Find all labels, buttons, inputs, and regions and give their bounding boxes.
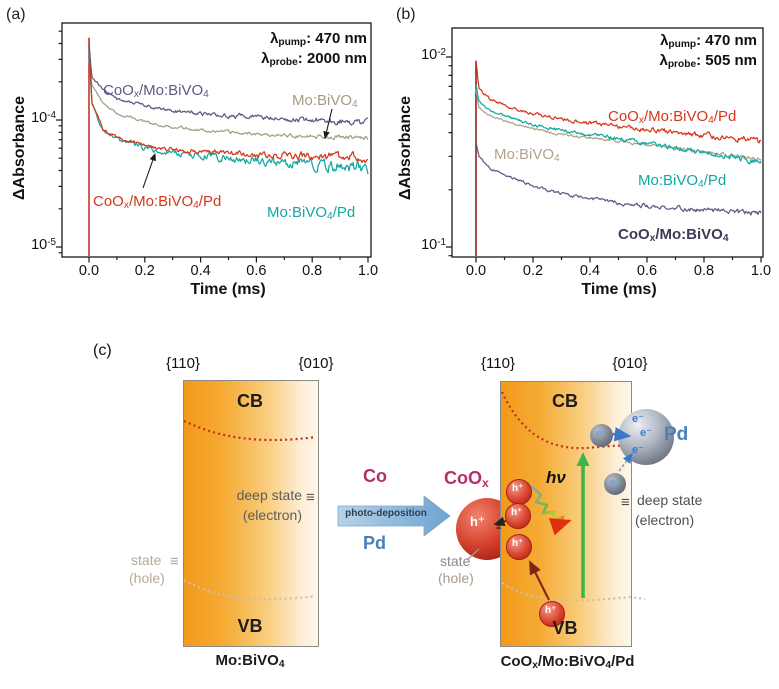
y-axis-label: ΔAbsorbance (397, 96, 414, 200)
series-curve-CoOx/Mo:BiVO4 (475, 141, 762, 216)
facet-010-left: {010} (298, 355, 334, 372)
hole-symbol: h⁺ (511, 507, 523, 518)
panel-a: (a) 10-4 10-5 0.0 0.2 0.4 0.6 0.8 1.0 Mo:BiVO4 Mo… (0, 0, 389, 310)
caption-coox-mo-bivo4-pd: CoOx/Mo:BiVO4/Pd (500, 653, 635, 672)
x-tick-label: 0.2 (522, 263, 544, 279)
vb-label-left: VB (237, 616, 263, 636)
electron-symbol: e⁻ (632, 413, 644, 425)
photo-deposition-label: photo-deposition (345, 508, 427, 519)
series-curve-Mo:BiVO4 (88, 58, 369, 141)
annotation-line: λpump: 470 nm (660, 32, 757, 51)
trapped-hole-circle (505, 503, 531, 529)
y-axis-label: ΔAbsorbance (11, 96, 28, 200)
series-curve-Mo:BiVO4/Pd (88, 49, 369, 175)
y-tick-label: 10-4 (31, 110, 56, 127)
hole-symbol: h⁺ (470, 514, 485, 529)
plot-frame (61, 22, 372, 258)
legend-CoOx/Mo:BiVO4/Pd: CoOx/Mo:BiVO4/Pd (608, 108, 737, 127)
deep-state-carrier-left: (electron) (242, 507, 302, 523)
pd-precursor-label: Pd (363, 533, 387, 553)
deep-trapped-electron-circle (604, 473, 626, 495)
series-curve-CoOx/Mo:BiVO4 (88, 44, 369, 126)
hole-symbol: h⁺ (545, 605, 557, 616)
electron-symbol: e⁻ (632, 444, 644, 456)
facet-110-left: {110} (166, 355, 200, 372)
legend-pointer-arrow (323, 108, 333, 140)
cb-label-right: CB (552, 391, 578, 411)
trap-marks-icon: ≡ (306, 489, 315, 506)
x-tick-label: 0.6 (636, 263, 658, 279)
series-curve-CoOx/Mo:BiVO4/Pd (475, 60, 762, 144)
x-tick-label: 0.6 (246, 263, 267, 279)
co-label: Co (363, 466, 387, 486)
x-tick-label: 0.8 (693, 263, 715, 279)
y-tick-label: 10-5 (31, 237, 56, 254)
axis-ticks (56, 30, 369, 263)
deep-state-label-right: deep state (637, 492, 703, 508)
state-carrier-right: (hole) (438, 570, 474, 586)
deep-state-carrier-right: (electron) (635, 512, 695, 528)
series-curve-CoOx/Mo:BiVO4/Pd (88, 37, 369, 164)
series-curve-Mo:BiVO4/Pd (475, 84, 762, 165)
plot-frame (451, 27, 764, 258)
trap-marks-icon: ≡ (621, 494, 630, 511)
panel-c-label: (c) (93, 342, 112, 359)
state-label-right: state (440, 553, 471, 569)
deep-state-label-left: deep state (236, 487, 302, 503)
chart-b-canvas (446, 27, 764, 263)
legend-Mo:BiVO4/Pd: Mo:BiVO4/Pd (638, 172, 727, 191)
facet-010-right: {010} (612, 355, 648, 372)
legend-Mo:BiVO4/Pd: Mo:BiVO4/Pd (267, 204, 356, 223)
axis-ticks (446, 56, 762, 263)
x-tick-label: 0.8 (302, 263, 323, 279)
chart-a-canvas (56, 22, 372, 263)
annotation-line: λprobe: 505 nm (659, 52, 757, 71)
legend-CoOx/Mo:BiVO4: CoOx/Mo:BiVO4 (618, 226, 729, 245)
caption-mo-bivo4: Mo:BiVO4 (215, 652, 285, 671)
trapped-hole-circle (506, 534, 532, 560)
x-tick-label: 0.0 (465, 263, 487, 279)
hole-symbol: h⁺ (512, 538, 524, 549)
x-tick-label: 1.0 (750, 263, 772, 279)
electron-symbol: e⁻ (596, 428, 607, 439)
facet-110-right: {110} (481, 355, 515, 372)
panel-b-label: (b) (396, 6, 416, 23)
x-axis-label: Time (ms) (190, 281, 266, 298)
panel-b: (b) 10-2 10-1 0.0 0.2 0.4 0.6 0.8 1.0 Mo:BiVO4 Mo… (390, 0, 779, 310)
x-tick-label: 0.0 (78, 263, 100, 279)
legend-CoOx/Mo:BiVO4/Pd: CoOx/Mo:BiVO4/Pd (93, 193, 222, 212)
x-tick-label: 1.0 (357, 263, 379, 279)
hv-label: hν (546, 468, 566, 487)
electron-symbol: e⁻ (640, 427, 652, 439)
y-tick-label: 10-1 (421, 237, 446, 254)
cb-label-left: CB (237, 391, 263, 411)
annotation-line: λpump: 470 nm (270, 30, 367, 49)
trap-marks-icon: ≡ (170, 553, 179, 570)
x-axis-label: Time (ms) (581, 281, 657, 298)
panel-a-label: (a) (6, 6, 26, 23)
annotation-line: λprobe: 2000 nm (261, 50, 367, 69)
state-label-left: state (131, 552, 162, 568)
state-carrier-left: (hole) (129, 570, 165, 586)
x-tick-label: 0.4 (579, 263, 601, 279)
legend-CoOx/Mo:BiVO4: CoOx/Mo:BiVO4 (103, 82, 209, 101)
legend-Mo:BiVO4: Mo:BiVO4 (292, 92, 358, 111)
y-tick-label: 10-2 (421, 47, 446, 64)
legend-Mo:BiVO4: Mo:BiVO4 (494, 146, 560, 165)
series-curve-Mo:BiVO4 (475, 89, 762, 162)
trap-marks-icon: ≡ (496, 522, 502, 532)
pd-sphere-label: Pd (664, 424, 689, 445)
x-tick-label: 0.4 (190, 263, 211, 279)
hole-symbol: h⁺ (512, 483, 524, 494)
coox-label: CoOx (444, 468, 489, 490)
x-tick-label: 0.2 (134, 263, 155, 279)
legend-pointer-arrow (142, 152, 156, 189)
vb-label-right: VB (552, 618, 578, 638)
electron-symbol: e⁻ (610, 477, 621, 488)
